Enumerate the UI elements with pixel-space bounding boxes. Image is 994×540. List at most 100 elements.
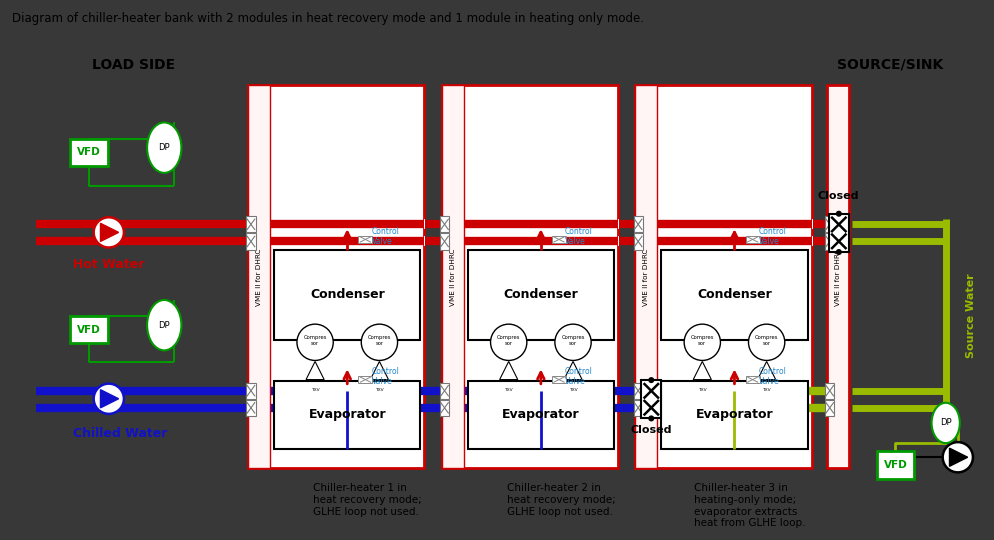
- Text: Evaporator: Evaporator: [502, 408, 580, 421]
- Text: Condenser: Condenser: [697, 288, 771, 301]
- Text: LOAD SIDE: LOAD SIDE: [92, 58, 176, 72]
- Text: VME II for DHRC: VME II for DHRC: [256, 248, 262, 306]
- Bar: [440, 233, 449, 249]
- Text: Chiller-heater 3 in
heating-only mode;
evaporator extracts
heat from GLHE loop.: Chiller-heater 3 in heating-only mode; e…: [694, 483, 805, 528]
- Text: Evaporator: Evaporator: [696, 408, 773, 421]
- Text: Control
Valve: Control Valve: [372, 227, 400, 246]
- Polygon shape: [949, 448, 967, 467]
- Bar: [71, 316, 107, 343]
- Text: TXV: TXV: [504, 388, 513, 393]
- Text: Control
Valve: Control Valve: [565, 367, 593, 386]
- Bar: [247, 233, 255, 249]
- Bar: [825, 383, 834, 399]
- Bar: [274, 249, 420, 340]
- Circle shape: [836, 211, 842, 217]
- Text: Closed: Closed: [817, 191, 859, 201]
- Text: VME II for DHRC: VME II for DHRC: [449, 248, 455, 306]
- Text: Control
Valve: Control Valve: [372, 367, 400, 386]
- Bar: [441, 85, 618, 468]
- Text: Control
Valve: Control Valve: [565, 227, 593, 246]
- Circle shape: [648, 377, 654, 383]
- Circle shape: [361, 324, 398, 360]
- Text: TXV: TXV: [375, 388, 384, 393]
- Polygon shape: [100, 390, 118, 408]
- Bar: [274, 381, 420, 449]
- Polygon shape: [306, 361, 324, 380]
- Bar: [633, 383, 643, 399]
- Polygon shape: [564, 361, 582, 380]
- Text: DP: DP: [940, 418, 951, 428]
- Text: Compres
sor: Compres sor: [562, 335, 584, 346]
- Bar: [635, 85, 812, 468]
- Bar: [247, 400, 255, 416]
- Bar: [633, 216, 643, 232]
- Text: TXV: TXV: [698, 388, 707, 393]
- Circle shape: [93, 217, 124, 247]
- Text: Source Water: Source Water: [966, 274, 976, 359]
- Text: Evaporator: Evaporator: [308, 408, 386, 421]
- Bar: [71, 139, 107, 166]
- Polygon shape: [371, 361, 389, 380]
- Text: VFD: VFD: [884, 460, 908, 470]
- Bar: [635, 85, 657, 468]
- Bar: [552, 236, 566, 243]
- Circle shape: [836, 249, 842, 255]
- Circle shape: [93, 383, 124, 414]
- Circle shape: [297, 324, 333, 360]
- Bar: [248, 85, 270, 468]
- Circle shape: [748, 324, 785, 360]
- Bar: [633, 400, 643, 416]
- Text: SOURCE/SINK: SOURCE/SINK: [837, 58, 943, 72]
- Text: Compres
sor: Compres sor: [497, 335, 521, 346]
- Text: TXV: TXV: [762, 388, 771, 393]
- Text: Chilled Water: Chilled Water: [74, 427, 168, 440]
- Ellipse shape: [147, 123, 181, 173]
- Circle shape: [491, 324, 527, 360]
- Bar: [441, 85, 464, 468]
- Text: VME II for DHRC: VME II for DHRC: [835, 248, 841, 306]
- Bar: [827, 85, 849, 468]
- Bar: [440, 216, 449, 232]
- Text: Closed: Closed: [630, 425, 672, 435]
- Bar: [661, 381, 807, 449]
- Circle shape: [555, 324, 591, 360]
- Bar: [247, 383, 255, 399]
- Ellipse shape: [147, 300, 181, 350]
- Bar: [746, 376, 759, 383]
- Polygon shape: [693, 361, 712, 380]
- Text: Compres
sor: Compres sor: [303, 335, 327, 346]
- Text: VME II for DHRC: VME II for DHRC: [643, 248, 649, 306]
- Text: TXV: TXV: [569, 388, 578, 393]
- Bar: [468, 381, 614, 449]
- Text: VFD: VFD: [78, 147, 101, 157]
- Text: Hot Water: Hot Water: [74, 258, 145, 271]
- Bar: [468, 249, 614, 340]
- Text: Chiller-heater 2 in
heat recovery mode;
GLHE loop not used.: Chiller-heater 2 in heat recovery mode; …: [507, 483, 616, 517]
- Bar: [825, 233, 834, 249]
- Bar: [829, 214, 849, 252]
- Bar: [633, 233, 643, 249]
- Text: TXV: TXV: [311, 388, 319, 393]
- Text: Chiller-heater 1 in
heat recovery mode;
GLHE loop not used.: Chiller-heater 1 in heat recovery mode; …: [313, 483, 422, 517]
- Circle shape: [648, 415, 654, 421]
- Text: Compres
sor: Compres sor: [368, 335, 392, 346]
- Bar: [825, 216, 834, 232]
- Bar: [825, 400, 834, 416]
- Polygon shape: [757, 361, 775, 380]
- Bar: [877, 451, 914, 480]
- Bar: [359, 376, 373, 383]
- Text: Control
Valve: Control Valve: [758, 367, 786, 386]
- Text: Compres
sor: Compres sor: [754, 335, 778, 346]
- Polygon shape: [500, 361, 518, 380]
- Bar: [359, 236, 373, 243]
- Circle shape: [684, 324, 721, 360]
- Text: VFD: VFD: [78, 325, 101, 335]
- Bar: [248, 85, 424, 468]
- Bar: [247, 216, 255, 232]
- Text: Condenser: Condenser: [310, 288, 385, 301]
- Circle shape: [942, 442, 973, 472]
- Text: Control
Valve: Control Valve: [758, 227, 786, 246]
- Text: Condenser: Condenser: [504, 288, 579, 301]
- Ellipse shape: [931, 403, 960, 443]
- Text: DP: DP: [158, 321, 170, 329]
